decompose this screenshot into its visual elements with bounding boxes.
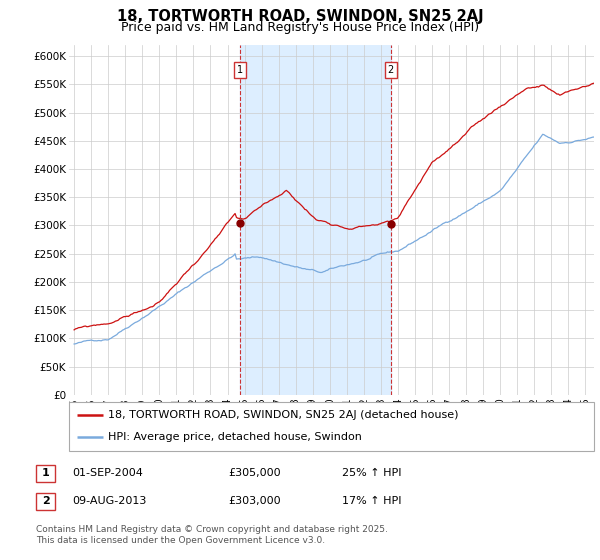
Text: 1: 1: [237, 65, 244, 75]
Text: £303,000: £303,000: [228, 496, 281, 506]
FancyBboxPatch shape: [69, 402, 594, 451]
Text: 25% ↑ HPI: 25% ↑ HPI: [342, 468, 401, 478]
Text: Price paid vs. HM Land Registry's House Price Index (HPI): Price paid vs. HM Land Registry's House …: [121, 21, 479, 34]
Text: 1: 1: [42, 468, 49, 478]
Text: 18, TORTWORTH ROAD, SWINDON, SN25 2AJ (detached house): 18, TORTWORTH ROAD, SWINDON, SN25 2AJ (d…: [109, 410, 459, 420]
Text: £305,000: £305,000: [228, 468, 281, 478]
Text: 09-AUG-2013: 09-AUG-2013: [72, 496, 146, 506]
Text: 2: 2: [42, 496, 49, 506]
Text: 18, TORTWORTH ROAD, SWINDON, SN25 2AJ: 18, TORTWORTH ROAD, SWINDON, SN25 2AJ: [116, 9, 484, 24]
Text: HPI: Average price, detached house, Swindon: HPI: Average price, detached house, Swin…: [109, 432, 362, 442]
Text: Contains HM Land Registry data © Crown copyright and database right 2025.
This d: Contains HM Land Registry data © Crown c…: [36, 525, 388, 545]
Bar: [241, 45, 391, 395]
Text: 2: 2: [388, 65, 394, 75]
Text: 01-SEP-2004: 01-SEP-2004: [72, 468, 143, 478]
Text: 17% ↑ HPI: 17% ↑ HPI: [342, 496, 401, 506]
